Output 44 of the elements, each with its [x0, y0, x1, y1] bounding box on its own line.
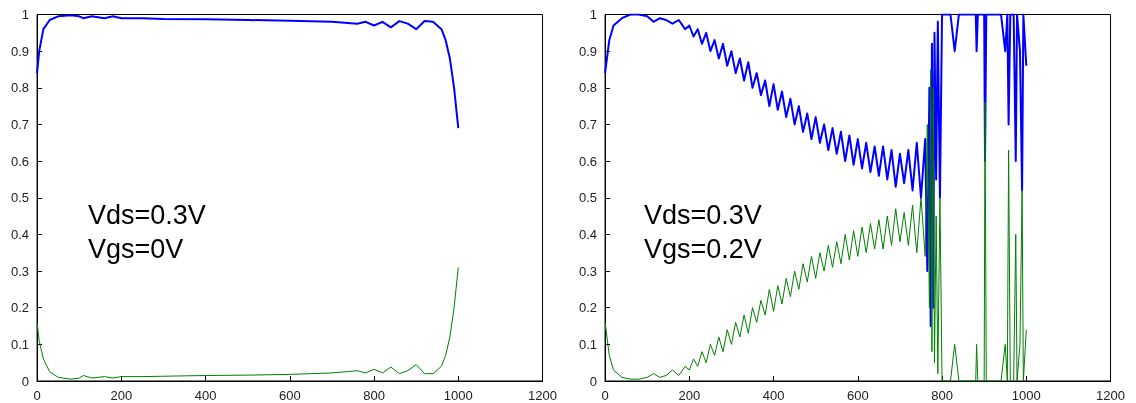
x-tick-label: 0 [601, 388, 609, 403]
annotation: Vds=0.3V [644, 200, 762, 230]
line-series [604, 68, 1027, 382]
y-tick-label: 0.5 [10, 190, 30, 206]
y-tick-label: 0.7 [10, 116, 30, 132]
x-tick-label: 1200 [528, 388, 557, 403]
annotation: Vgs=0V [88, 234, 184, 264]
x-tick-label: 1000 [443, 388, 473, 403]
y-tick-label: 0.2 [578, 300, 598, 316]
y-tick-label: 0 [21, 373, 30, 389]
line-series [36, 14, 460, 130]
x-tick-label: 400 [194, 388, 217, 403]
x-tick-label: 600 [278, 388, 301, 403]
x-tick-label: 200 [110, 388, 133, 403]
y-tick-label: 0.5 [578, 190, 598, 206]
x-tick-label: 1200 [1096, 388, 1125, 403]
y-tick-label: 0.4 [578, 226, 598, 242]
y-tick-label: 0.3 [10, 263, 30, 279]
x-tick-label: 800 [363, 388, 385, 403]
y-tick-label: 0.3 [578, 263, 598, 279]
y-tick-label: 0.1 [10, 336, 30, 352]
y-tick-label: 1 [21, 7, 30, 22]
x-tick-label: 0 [33, 388, 41, 403]
y-tick-label: 1 [589, 7, 598, 22]
y-tick-label: 0.6 [578, 153, 598, 169]
y-tick-label: 0.9 [578, 43, 598, 59]
annotation: Vgs=0.2V [644, 234, 762, 264]
x-tick-label: 1000 [1011, 388, 1041, 403]
y-tick-label: 0 [589, 373, 598, 389]
y-tick-label: 0.1 [578, 336, 598, 352]
y-tick-label: 0.8 [578, 80, 598, 96]
y-tick-label: 0.6 [10, 153, 30, 169]
y-tick-label: 0.7 [578, 116, 598, 132]
annotation: Vds=0.3V [88, 200, 206, 230]
y-tick-label: 0.4 [10, 226, 30, 242]
y-tick-label: 0.8 [10, 80, 30, 96]
x-tick-label: 200 [678, 388, 701, 403]
x-tick-label: 600 [846, 388, 869, 403]
x-tick-label: 800 [931, 388, 953, 403]
y-tick-label: 0.9 [10, 43, 30, 59]
line-series [604, 13, 1028, 328]
y-tick-label: 0.2 [10, 300, 30, 316]
x-tick-label: 400 [762, 388, 785, 403]
line-series [36, 266, 459, 380]
